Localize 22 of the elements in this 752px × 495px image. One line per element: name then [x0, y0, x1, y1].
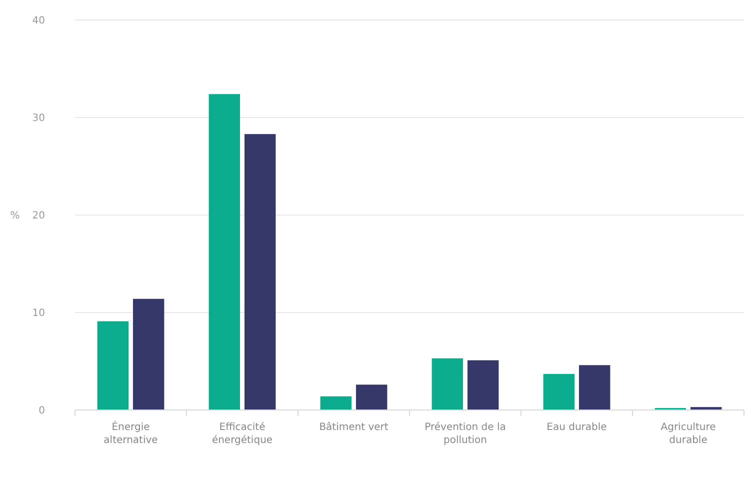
y-tick-label: 20	[32, 210, 45, 222]
x-tick-label: Énergie alternative	[104, 420, 158, 446]
x-tick-label: Bâtiment vert	[319, 422, 388, 433]
bar	[432, 358, 464, 410]
x-tick-label: Efficacité énergétique	[212, 422, 273, 446]
y-tick-label: 0	[38, 406, 45, 416]
bar	[543, 374, 575, 410]
bar	[467, 360, 499, 410]
y-tick-label: 40	[32, 16, 45, 26]
bar	[132, 298, 164, 410]
x-tick-label: Agriculture durable	[660, 422, 716, 446]
bar	[208, 94, 240, 410]
y-axis-title: %	[10, 210, 20, 222]
y-tick-label: 30	[32, 113, 45, 124]
bar	[97, 321, 129, 410]
bar	[320, 396, 352, 410]
bar	[244, 134, 276, 410]
bar	[356, 384, 388, 410]
y-tick-label: 10	[32, 308, 45, 319]
x-tick-label: Prévention de la pollution	[424, 422, 506, 446]
bar	[578, 365, 610, 410]
x-tick-label: Eau durable	[546, 422, 607, 433]
